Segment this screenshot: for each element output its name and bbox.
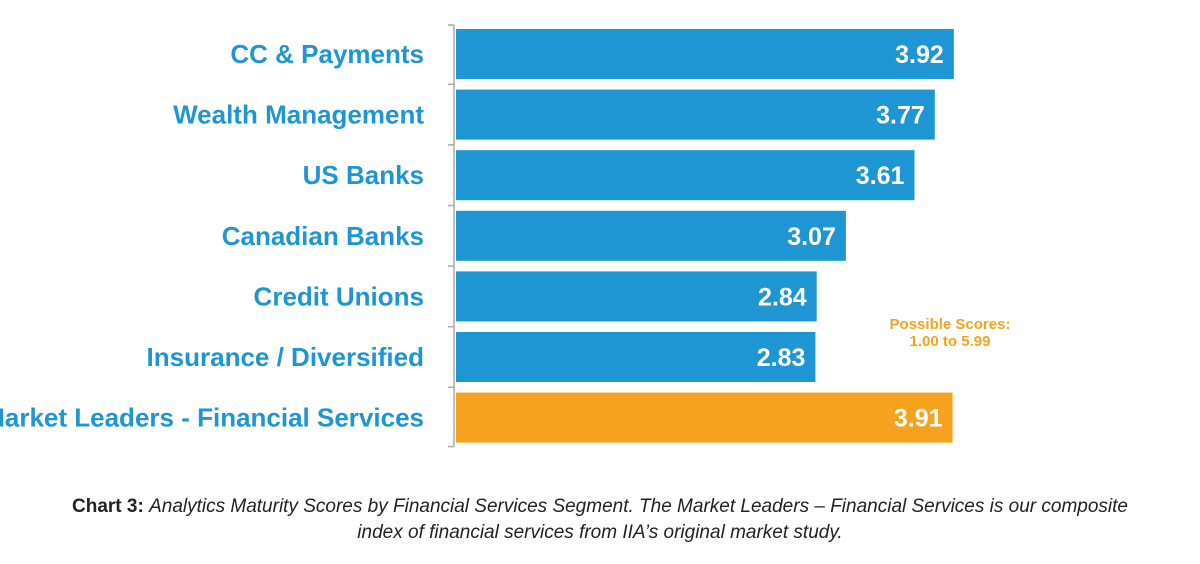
bar xyxy=(456,210,846,261)
bar xyxy=(456,29,954,79)
value-label: 2.84 xyxy=(758,283,807,311)
value-label: 3.92 xyxy=(895,41,944,69)
value-label: 3.61 xyxy=(856,162,905,190)
category-label: Wealth Management xyxy=(173,100,424,130)
bars xyxy=(456,29,954,443)
value-label: 3.77 xyxy=(876,102,925,130)
value-label: 3.07 xyxy=(787,223,836,251)
category-labels: CC & Payments Wealth Management US Banks Ca… xyxy=(0,39,424,433)
category-label: CC & Payments xyxy=(230,39,424,69)
category-label: Market Leaders - Financial Services xyxy=(0,403,424,433)
annotation-line-2: 1.00 to 5.99 xyxy=(909,333,991,350)
category-label: Credit Unions xyxy=(254,281,424,311)
caption-text: Analytics Maturity Scores by Financial S… xyxy=(149,496,1128,543)
bar xyxy=(456,271,817,322)
value-labels: 3.92 3.77 3.61 3.07 2.84 2.83 3.91 xyxy=(757,41,944,433)
category-label: US Banks xyxy=(303,160,424,190)
chart-caption: Chart 3: Analytics Maturity Scores by Fi… xyxy=(60,494,1140,546)
possible-scores-annotation: Possible Scores: 1.00 to 5.99 xyxy=(855,316,1045,350)
bar-highlight xyxy=(456,392,953,443)
y-axis xyxy=(448,24,455,448)
bar xyxy=(456,150,915,201)
caption-label: Chart 3: xyxy=(72,496,144,517)
bar xyxy=(456,332,816,382)
bar-chart: CC & Payments Wealth Management US Banks Ca… xyxy=(0,24,954,448)
category-label: Canadian Banks xyxy=(222,221,424,251)
category-label: Insurance / Diversified xyxy=(147,342,424,372)
value-label: 3.91 xyxy=(894,405,943,433)
annotation-line-1: Possible Scores: xyxy=(889,316,1011,333)
value-label: 2.83 xyxy=(757,344,806,372)
bar xyxy=(456,89,935,140)
